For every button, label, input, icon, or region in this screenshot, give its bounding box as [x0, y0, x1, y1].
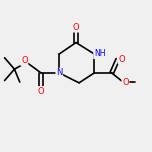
Text: O: O	[73, 23, 79, 32]
Text: O: O	[118, 55, 125, 64]
Text: O: O	[122, 78, 129, 87]
Text: NH: NH	[94, 49, 105, 59]
Text: N: N	[56, 68, 62, 78]
Text: O: O	[21, 56, 28, 65]
Text: O: O	[38, 87, 44, 96]
